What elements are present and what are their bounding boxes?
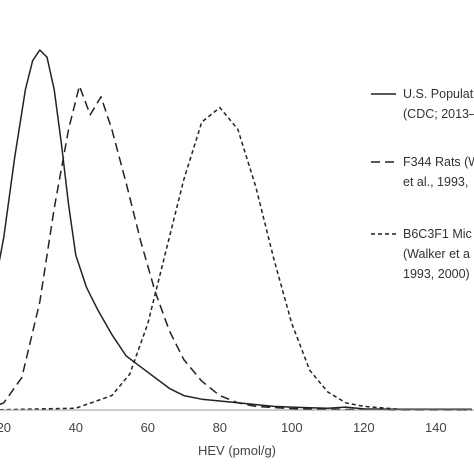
x-tick-label: 20 (0, 420, 11, 435)
x-tick-labels: 20 40 60 80 100 120 140 (0, 420, 447, 435)
series-line-1 (0, 49, 472, 411)
legend: U.S. Populati (CDC; 2013– F344 Rats (W et a… (371, 87, 474, 281)
x-tick-label: 100 (281, 420, 303, 435)
x-tick-label: 40 (69, 420, 83, 435)
legend-label: B6C3F1 Mic (403, 227, 472, 241)
legend-label: (CDC; 2013– (403, 107, 474, 121)
x-axis-title: HEV (pmol/g) (198, 443, 276, 458)
series-line-3 (0, 106, 472, 411)
legend-label: 1993, 2000) (403, 267, 470, 281)
x-tick-label: 60 (141, 420, 155, 435)
legend-label: (Walker et a (403, 247, 470, 261)
x-tick-label: 80 (213, 420, 227, 435)
x-tick-label: 120 (353, 420, 375, 435)
legend-label: U.S. Populati (403, 87, 474, 101)
series-line-2 (0, 85, 472, 411)
legend-label: F344 Rats (W (403, 155, 474, 169)
x-tick-label: 140 (425, 420, 447, 435)
legend-label: et al., 1993, (403, 175, 468, 189)
plot-area (0, 49, 472, 411)
